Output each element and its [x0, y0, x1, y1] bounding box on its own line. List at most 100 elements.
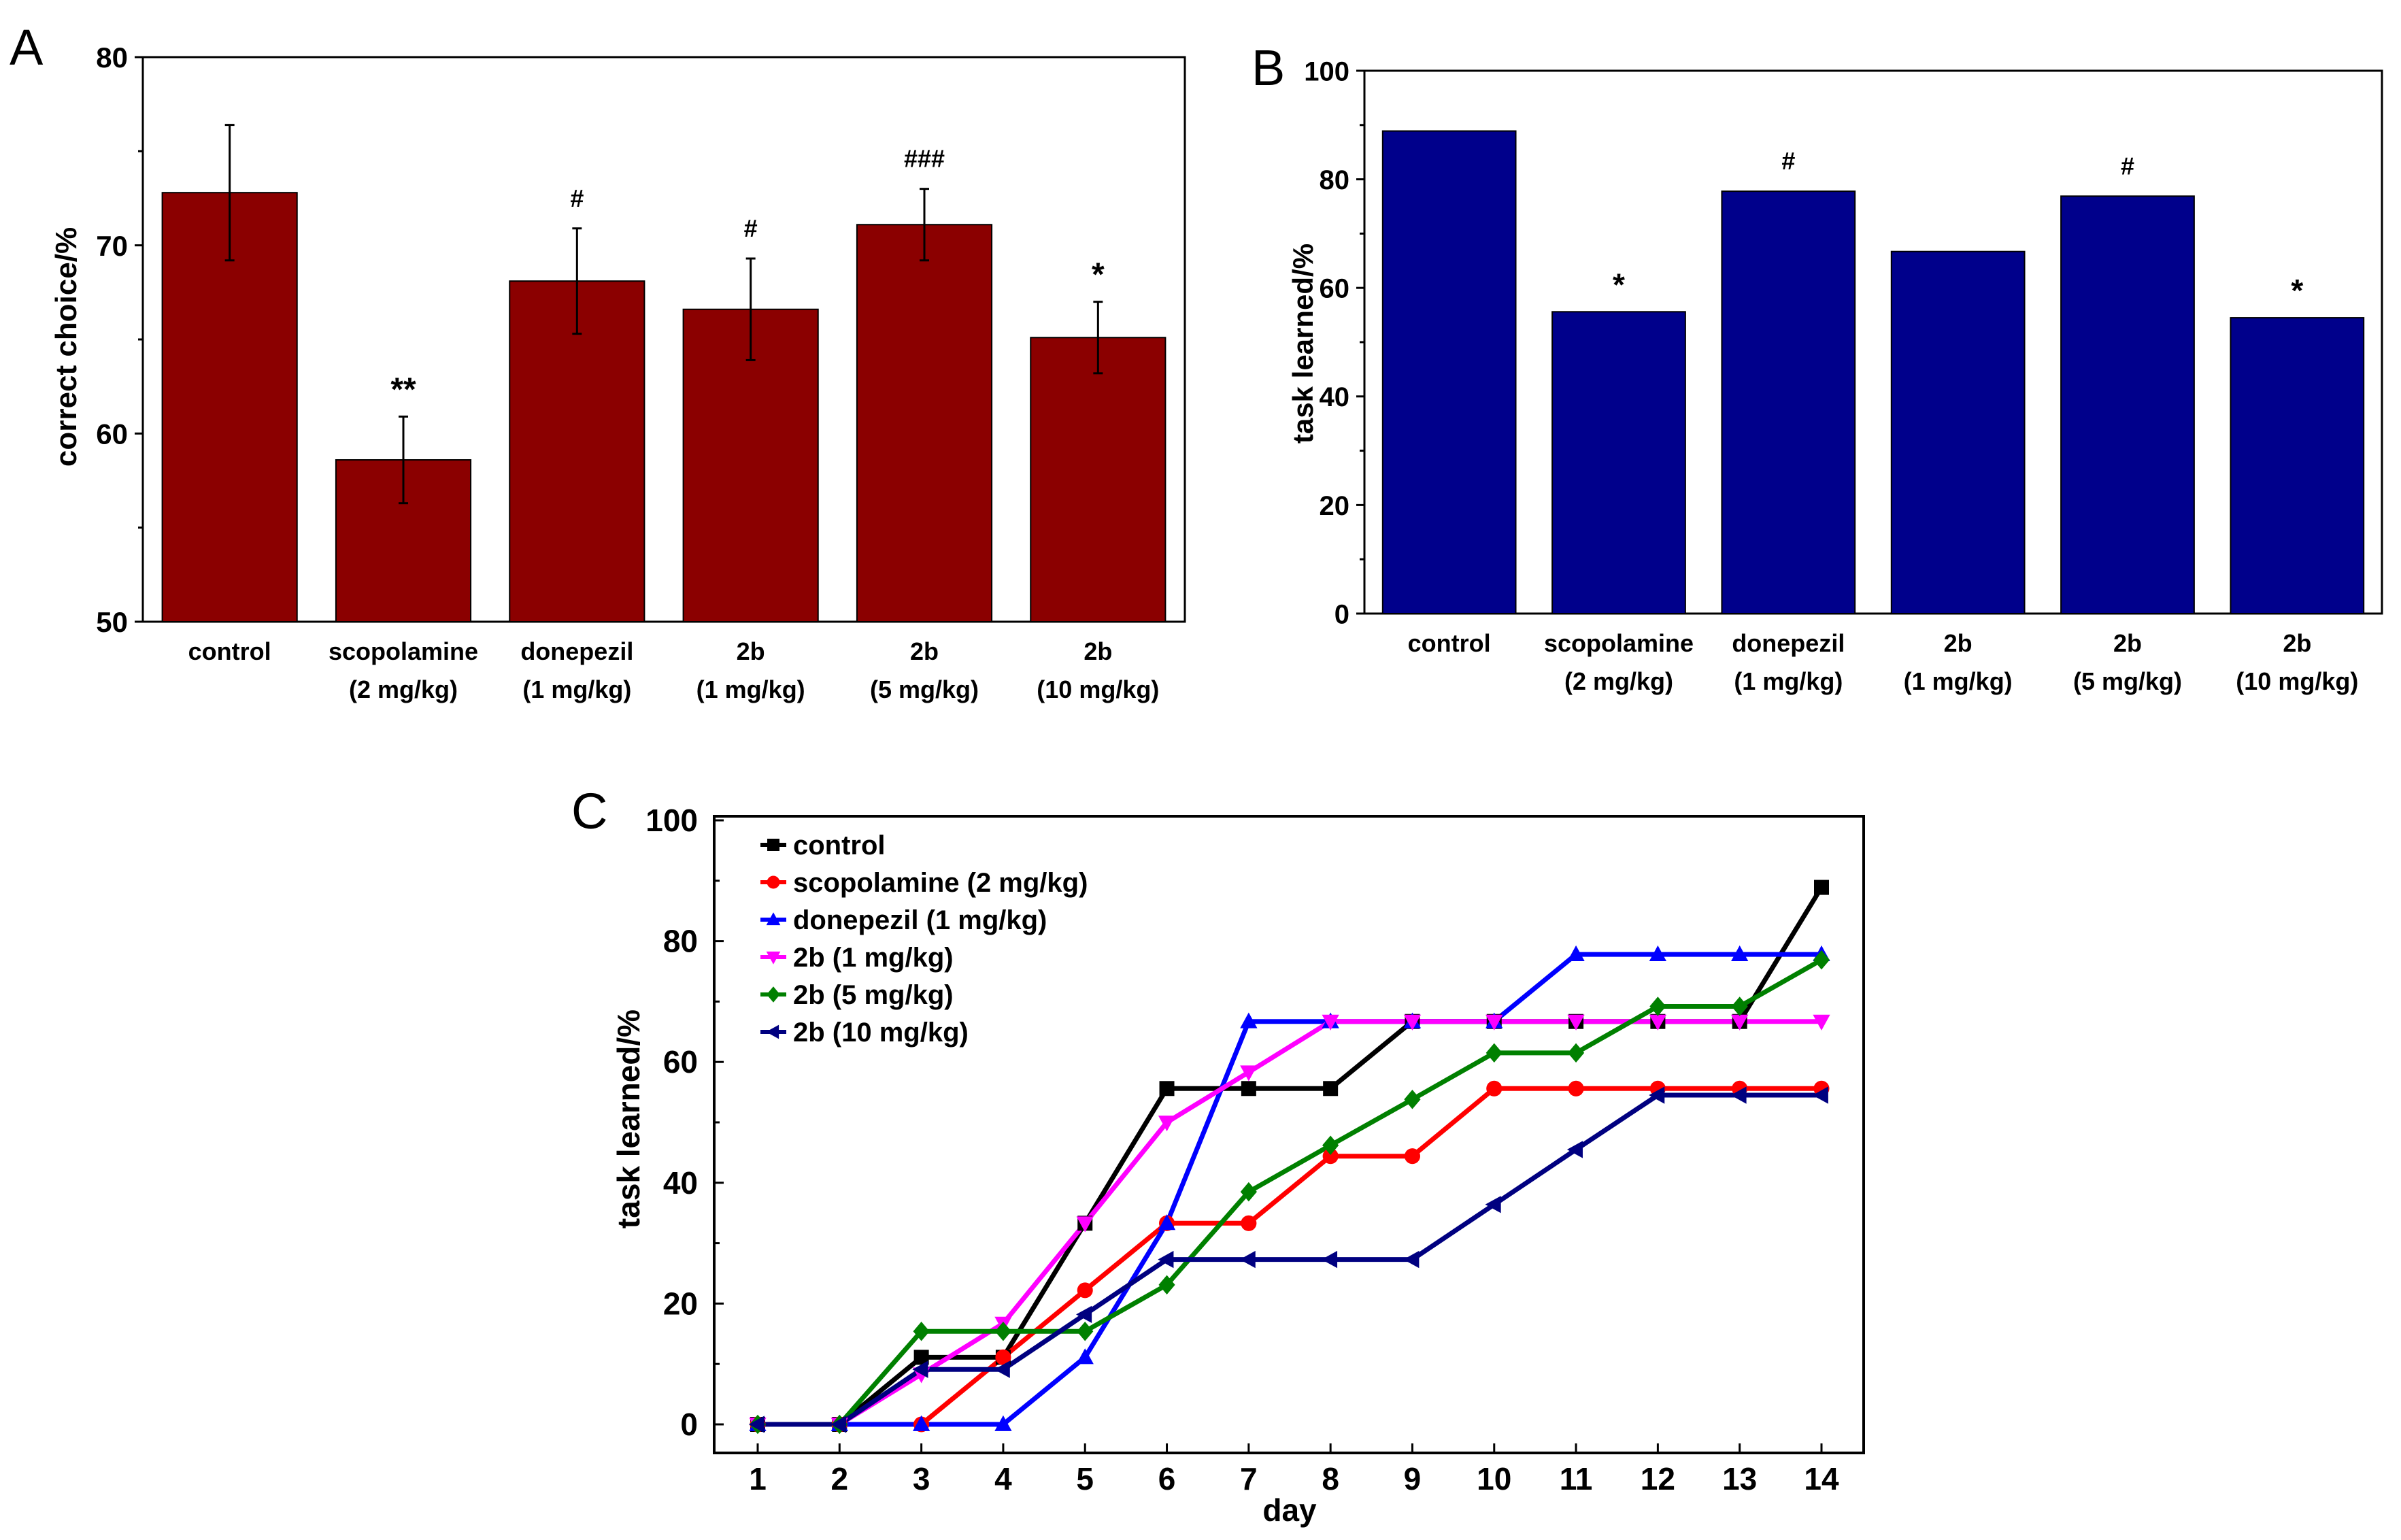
- c-data-point: [1403, 1250, 1420, 1269]
- a-y-tick-label: 60: [96, 418, 128, 450]
- c-data-point: [1159, 1081, 1175, 1097]
- c-data-point: [994, 1415, 1012, 1431]
- c-data-point: [1403, 1014, 1422, 1031]
- c-data-point: [1323, 1081, 1339, 1097]
- c-data-point: [1731, 997, 1748, 1016]
- c-y-tick-label: 0: [680, 1407, 698, 1442]
- c-data-point: [1812, 1086, 1828, 1104]
- a-significance-label: ###: [904, 145, 945, 173]
- b-significance-label: #: [1781, 147, 1795, 175]
- b-x-tick-label: (2 mg/kg): [1564, 667, 1673, 695]
- c-data-point: [1076, 1348, 1094, 1365]
- c-legend-label: control: [793, 831, 886, 860]
- c-data-point: [1239, 1250, 1256, 1269]
- a-x-tick-label: (10 mg/kg): [1037, 675, 1159, 703]
- c-legend-label: 2b (10 mg/kg): [793, 1018, 969, 1048]
- c-y-tick-label: 40: [663, 1165, 698, 1201]
- c-data-point: [1158, 1275, 1175, 1295]
- panel-c-y-axis-title: task learned/%: [611, 1009, 646, 1228]
- c-data-point: [1077, 1282, 1093, 1299]
- a-x-tick-label: scopolamine: [329, 637, 478, 665]
- c-x-tick-label: 6: [1158, 1461, 1176, 1496]
- b-x-tick-label: (5 mg/kg): [2073, 667, 2182, 695]
- a-significance-label: #: [570, 184, 584, 212]
- b-significance-label: *: [2291, 273, 2303, 308]
- panel-b-bar-chart: B task learned/% 0 20 40 60 80 100 control scop…: [1252, 39, 2383, 695]
- c-data-point: [1404, 1148, 1421, 1165]
- panel-a-y-axis-title: correct choice/%: [50, 227, 83, 467]
- c-legend-marker: [766, 951, 781, 965]
- c-y-tick-label: 60: [663, 1044, 698, 1079]
- c-legend-marker: [767, 986, 780, 1003]
- a-x-tick-label: (5 mg/kg): [870, 675, 979, 703]
- c-data-point: [1813, 950, 1830, 970]
- c-legend-marker: [766, 1024, 779, 1039]
- c-x-tick-label: 2: [831, 1461, 849, 1496]
- b-y-tick-label: 80: [1320, 165, 1350, 195]
- c-data-point: [1241, 1081, 1256, 1097]
- a-y-tick-label: 70: [96, 230, 128, 262]
- c-data-point: [1240, 1065, 1258, 1082]
- c-plot-frame: [713, 815, 1865, 1454]
- c-x-tick-label: 7: [1240, 1461, 1258, 1496]
- c-data-point: [1076, 1305, 1092, 1324]
- c-data-point: [1404, 1089, 1421, 1109]
- c-data-point: [1240, 1182, 1257, 1202]
- c-data-point: [1566, 1141, 1583, 1158]
- c-y-tick-label: 80: [663, 924, 698, 959]
- c-data-point: [1567, 1014, 1585, 1031]
- a-x-tick-label: (1 mg/kg): [696, 675, 805, 703]
- panel-a-bars: **#####*: [161, 124, 1166, 622]
- c-data-point: [1486, 1080, 1502, 1097]
- panel-c-series-lines: [758, 886, 1824, 1427]
- c-y-tick-label: 20: [663, 1286, 698, 1321]
- c-x-tick-label: 11: [1560, 1461, 1593, 1496]
- c-series-line: [758, 1092, 1821, 1427]
- c-x-tick-label: 14: [1804, 1461, 1839, 1496]
- a-x-tick-label: donepezil: [520, 637, 633, 665]
- c-data-point: [1649, 1014, 1667, 1031]
- b-bar: [1721, 190, 1856, 614]
- b-y-tick-label: 40: [1320, 382, 1350, 412]
- a-bar: [856, 224, 993, 622]
- c-data-point: [1322, 1014, 1339, 1031]
- a-y-tick-label: 80: [96, 41, 128, 73]
- b-bar: [2060, 195, 2195, 614]
- c-data-point: [1321, 1250, 1338, 1269]
- a-significance-label: **: [390, 371, 416, 407]
- a-x-tick-label: 2b: [910, 637, 939, 665]
- c-x-tick-label: 4: [994, 1461, 1012, 1496]
- c-data-point: [912, 1415, 930, 1431]
- b-x-tick-label: (1 mg/kg): [1904, 667, 2013, 695]
- c-x-tick-label: 12: [1641, 1461, 1675, 1496]
- a-x-tick-label: (1 mg/kg): [522, 675, 631, 703]
- c-data-point: [1649, 997, 1666, 1016]
- a-bar: [509, 280, 645, 622]
- c-data-point: [995, 1349, 1011, 1365]
- c-legend-label: 2b (5 mg/kg): [793, 980, 954, 1010]
- b-x-tick-label: 2b: [1944, 629, 1972, 657]
- panel-a-label: A: [10, 19, 44, 76]
- c-series-line: [758, 1019, 1821, 1427]
- a-bar: [161, 192, 298, 622]
- c-data-point: [1649, 1086, 1665, 1104]
- c-data-point: [1485, 1014, 1503, 1031]
- panel-b-y-axis-title: task learned/%: [1287, 244, 1319, 443]
- b-y-tick-label: 0: [1334, 599, 1349, 629]
- panel-b-bars: * # # *: [1381, 130, 2365, 614]
- c-data-point: [1731, 945, 1749, 962]
- b-x-tick-label: (1 mg/kg): [1734, 667, 1843, 695]
- c-legend-marker: [767, 875, 780, 889]
- a-x-tick-label: (2 mg/kg): [349, 675, 458, 703]
- c-legend-label: donepezil (1 mg/kg): [793, 905, 1047, 935]
- b-x-tick-label: 2b: [2283, 629, 2311, 657]
- c-data-point: [748, 1416, 765, 1433]
- b-y-tick-label: 60: [1320, 274, 1350, 304]
- c-x-tick-label: 13: [1722, 1461, 1757, 1496]
- c-series-line: [758, 958, 1823, 1427]
- c-data-point: [1076, 1216, 1094, 1233]
- a-y-tick-label: 50: [96, 606, 128, 638]
- panel-c-series-markers: [748, 880, 1830, 1435]
